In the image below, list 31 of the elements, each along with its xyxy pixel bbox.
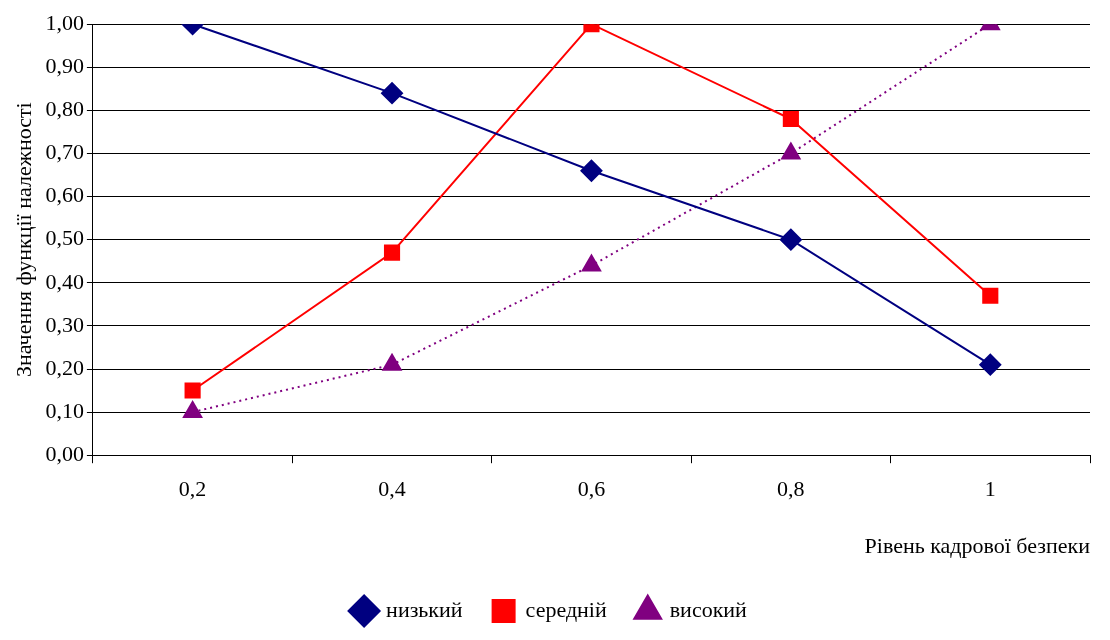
- point: [184, 382, 201, 399]
- y-tick-label: 0,90: [45, 53, 84, 79]
- point: [979, 353, 1002, 376]
- y-tick-label: 0,80: [45, 96, 84, 122]
- y-tick-label: 0,70: [45, 139, 84, 165]
- y-tick-label: 0,60: [45, 182, 84, 208]
- point: [779, 228, 802, 251]
- point: [381, 82, 404, 105]
- legend-label: низький: [386, 596, 463, 622]
- point: [782, 110, 799, 128]
- x-tick-label: 0,4: [378, 476, 406, 502]
- point: [383, 244, 401, 261]
- y-tick-label: 0,00: [45, 440, 84, 466]
- y-tick-label: 0,50: [45, 225, 84, 251]
- legend-label: високий: [669, 596, 748, 622]
- x-axis-title: Рівень кадрової безпеки: [864, 532, 1091, 558]
- point: [382, 353, 402, 371]
- point: [580, 159, 603, 182]
- point: [182, 401, 203, 419]
- x-tick-label: 0,2: [178, 476, 207, 502]
- legend-label: середній: [525, 596, 607, 622]
- y-tick-label: 0,40: [45, 268, 84, 294]
- y-tick-label: 0,20: [45, 354, 84, 380]
- x-tick-label: 0,6: [577, 476, 606, 502]
- y-tick-label: 0,30: [45, 311, 84, 337]
- y-axis-title: Значення функції належності: [10, 102, 36, 378]
- y-tick-label: 0,10: [45, 397, 84, 423]
- x-tick-label: 1: [984, 476, 996, 502]
- point: [982, 287, 999, 304]
- x-tick-label: 0,8: [777, 476, 805, 502]
- y-tick-label: 1,00: [45, 9, 84, 35]
